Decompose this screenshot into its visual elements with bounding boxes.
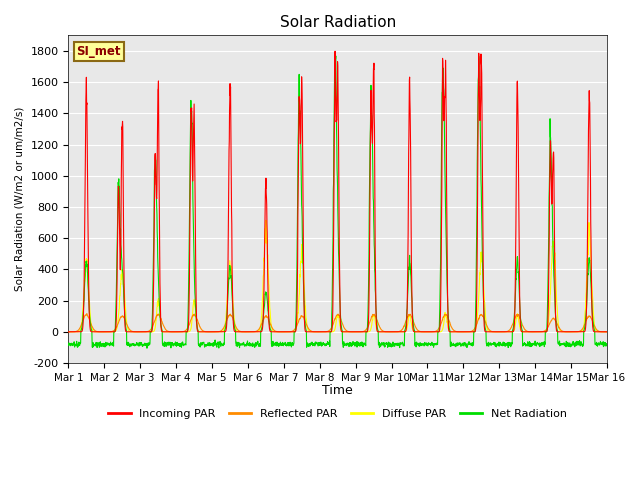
Net Radiation bbox=[365, 210, 373, 216]
Title: Solar Radiation: Solar Radiation bbox=[280, 15, 396, 30]
Reflected PAR bbox=[215, 329, 223, 335]
Reflected PAR bbox=[353, 329, 361, 335]
Net Radiation bbox=[215, 345, 223, 351]
Incoming PAR bbox=[353, 329, 361, 335]
Diffuse PAR bbox=[365, 329, 373, 335]
Diffuse PAR bbox=[215, 329, 223, 335]
Incoming PAR bbox=[494, 329, 502, 335]
Line: Reflected PAR: Reflected PAR bbox=[68, 313, 607, 332]
Incoming PAR bbox=[571, 329, 579, 335]
Incoming PAR bbox=[556, 329, 563, 335]
Line: Net Radiation: Net Radiation bbox=[68, 55, 607, 348]
Diffuse PAR bbox=[571, 329, 579, 335]
Net Radiation bbox=[143, 345, 151, 351]
Net Radiation bbox=[354, 339, 362, 345]
Reflected PAR bbox=[603, 329, 611, 335]
Net Radiation bbox=[332, 52, 339, 58]
Net Radiation bbox=[495, 342, 502, 348]
Reflected PAR bbox=[365, 322, 373, 327]
Reflected PAR bbox=[83, 311, 91, 316]
Reflected PAR bbox=[531, 329, 539, 335]
Incoming PAR bbox=[365, 297, 373, 302]
Net Radiation bbox=[571, 344, 579, 349]
Text: SI_met: SI_met bbox=[77, 45, 121, 58]
Reflected PAR bbox=[65, 329, 72, 335]
Diffuse PAR bbox=[495, 329, 502, 335]
Reflected PAR bbox=[494, 329, 502, 335]
Net Radiation bbox=[65, 340, 72, 346]
Incoming PAR bbox=[332, 48, 339, 54]
Line: Diffuse PAR: Diffuse PAR bbox=[68, 220, 607, 332]
Line: Incoming PAR: Incoming PAR bbox=[68, 51, 607, 332]
Incoming PAR bbox=[567, 329, 575, 335]
Net Radiation bbox=[556, 343, 564, 349]
Diffuse PAR bbox=[603, 329, 611, 335]
Net Radiation bbox=[603, 342, 611, 348]
Incoming PAR bbox=[215, 329, 223, 335]
Diffuse PAR bbox=[354, 329, 362, 335]
Y-axis label: Solar Radiation (W/m2 or um/m2/s): Solar Radiation (W/m2 or um/m2/s) bbox=[15, 107, 25, 291]
X-axis label: Time: Time bbox=[323, 384, 353, 397]
Incoming PAR bbox=[65, 329, 72, 335]
Diffuse PAR bbox=[556, 327, 564, 333]
Diffuse PAR bbox=[316, 329, 324, 335]
Incoming PAR bbox=[603, 329, 611, 335]
Legend: Incoming PAR, Reflected PAR, Diffuse PAR, Net Radiation: Incoming PAR, Reflected PAR, Diffuse PAR… bbox=[104, 404, 572, 423]
Reflected PAR bbox=[556, 326, 564, 332]
Diffuse PAR bbox=[65, 329, 72, 335]
Diffuse PAR bbox=[262, 217, 270, 223]
Reflected PAR bbox=[571, 329, 579, 335]
